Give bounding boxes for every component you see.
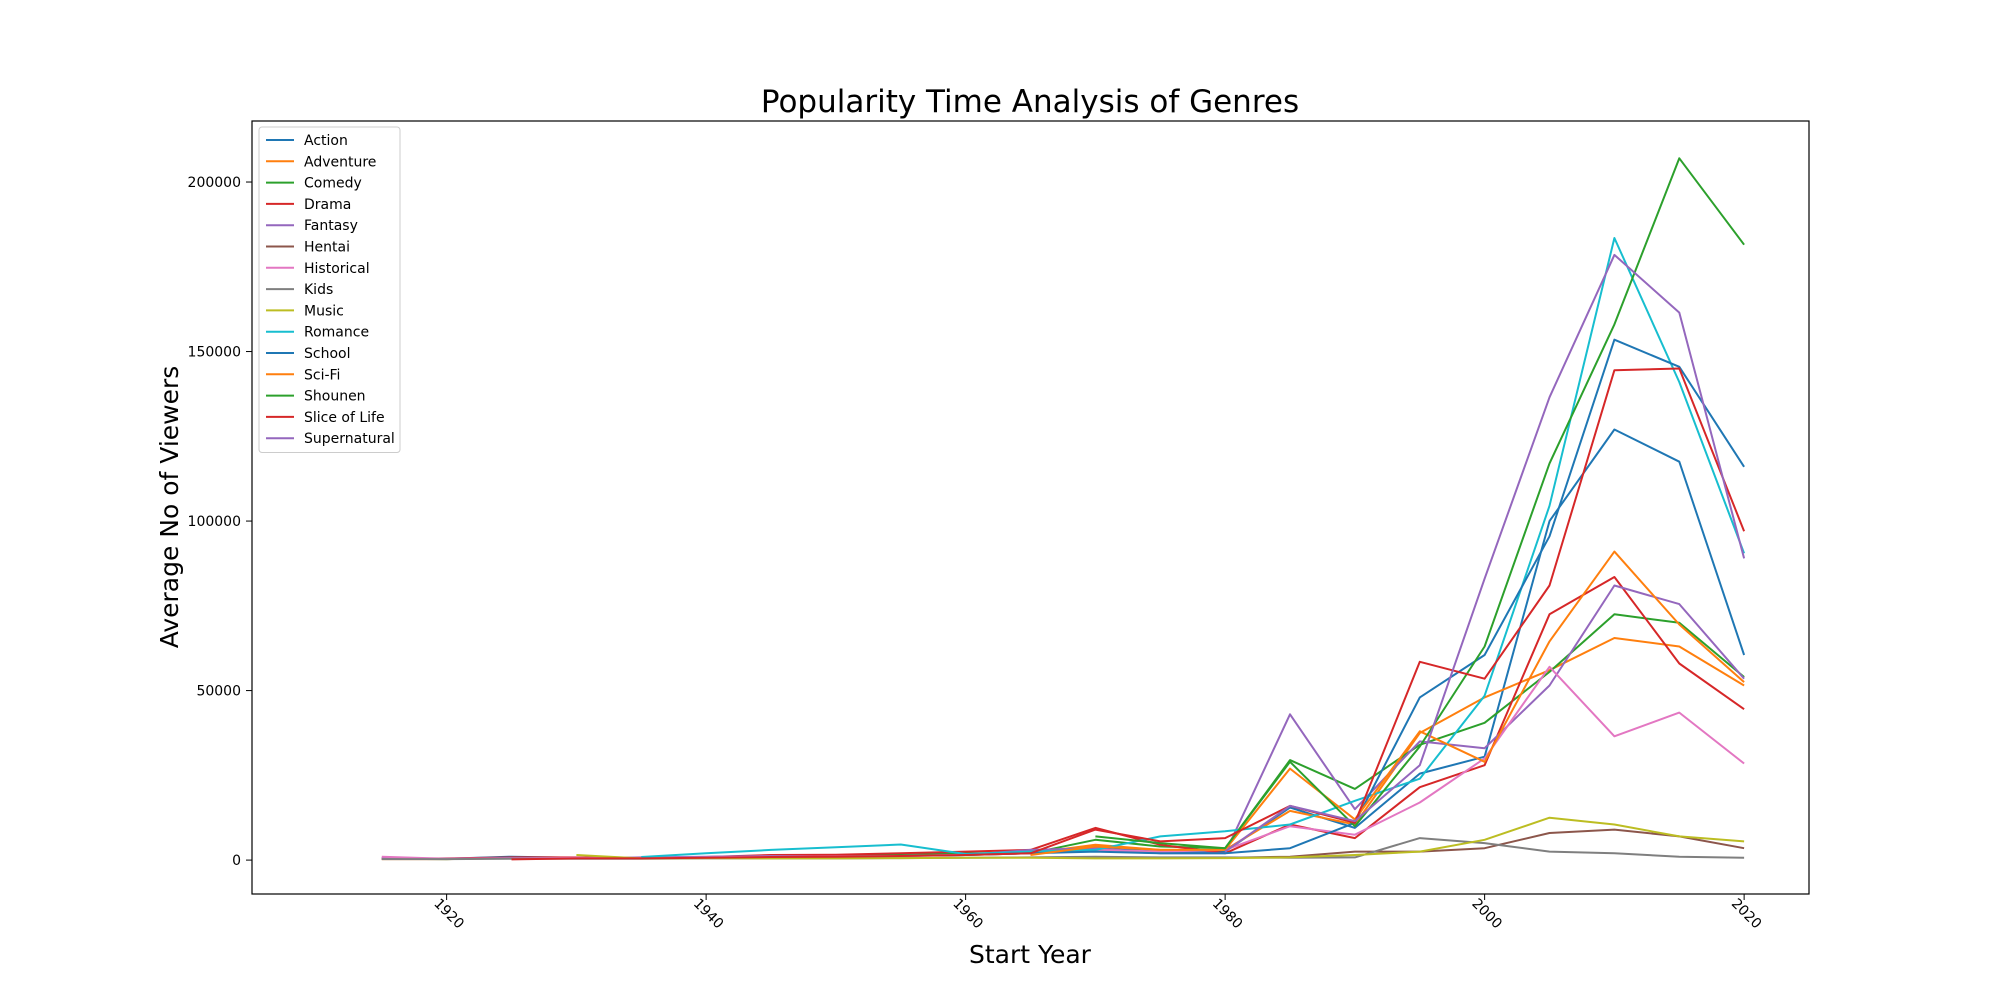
legend-label-fantasy: Fantasy [304, 218, 358, 234]
x-tick-label: 1960 [949, 896, 986, 933]
y-tick-label: 0 [232, 853, 241, 869]
series-line-supernatural [1224, 253, 1746, 853]
legend-label-kids: Kids [304, 282, 333, 298]
legend-label-hentai: Hentai [304, 240, 350, 256]
legend-label-music: Music [304, 303, 344, 319]
x-axis: 1920 1940 1960 1980 2000 2020 [430, 894, 1764, 932]
series-line-fantasy [381, 584, 1745, 860]
x-axis-title: Start Year [969, 940, 1092, 969]
series-line-adventure [381, 637, 1745, 861]
chart-title: Popularity Time Analysis of Genres [761, 84, 1299, 120]
series-line-sci-fi [1030, 550, 1745, 856]
x-tick-label: 2020 [1728, 896, 1765, 933]
series-line-music [576, 816, 1745, 860]
plot-frame [251, 120, 1810, 895]
legend-label-adventure: Adventure [304, 154, 376, 170]
x-tick-label: 2000 [1468, 896, 1505, 933]
legend-label-slice-of-life: Slice of Life [304, 410, 385, 426]
y-axis-title: Average No of Viewers [155, 366, 184, 649]
legend-label-romance: Romance [304, 325, 369, 341]
series-line-romance [641, 237, 1746, 858]
legend-label-comedy: Comedy [304, 176, 362, 192]
legend-box [258, 126, 401, 453]
y-tick-label: 50000 [196, 684, 241, 700]
legend-label-shounen: Shounen [304, 389, 366, 405]
x-tick-label: 1980 [1209, 896, 1246, 933]
legend-label-supernatural: Supernatural [304, 431, 395, 447]
plot-area [381, 157, 1746, 861]
series-line-slice-of-life [511, 367, 1746, 861]
series-line-comedy [381, 613, 1745, 861]
series-line-shounen [1095, 157, 1745, 850]
x-tick-label: 1920 [430, 896, 467, 933]
series-line-drama [381, 576, 1745, 860]
y-axis: 0 50000 100000 150000 200000 [188, 175, 252, 869]
y-tick-label: 100000 [188, 514, 241, 530]
y-tick-label: 200000 [188, 175, 241, 191]
x-tick-label: 1940 [690, 896, 727, 933]
legend-label-action: Action [304, 133, 348, 149]
legend-label-historical: Historical [304, 261, 370, 277]
y-tick-label: 150000 [188, 345, 241, 361]
legend: Action Adventure Comedy Drama Fantasy Hentai H… [258, 126, 401, 453]
legend-label-sci-fi: Sci-Fi [304, 367, 340, 383]
series-line-school [965, 338, 1745, 856]
series-line-hentai [1225, 828, 1745, 859]
legend-label-drama: Drama [304, 197, 351, 213]
legend-label-school: School [304, 346, 350, 362]
